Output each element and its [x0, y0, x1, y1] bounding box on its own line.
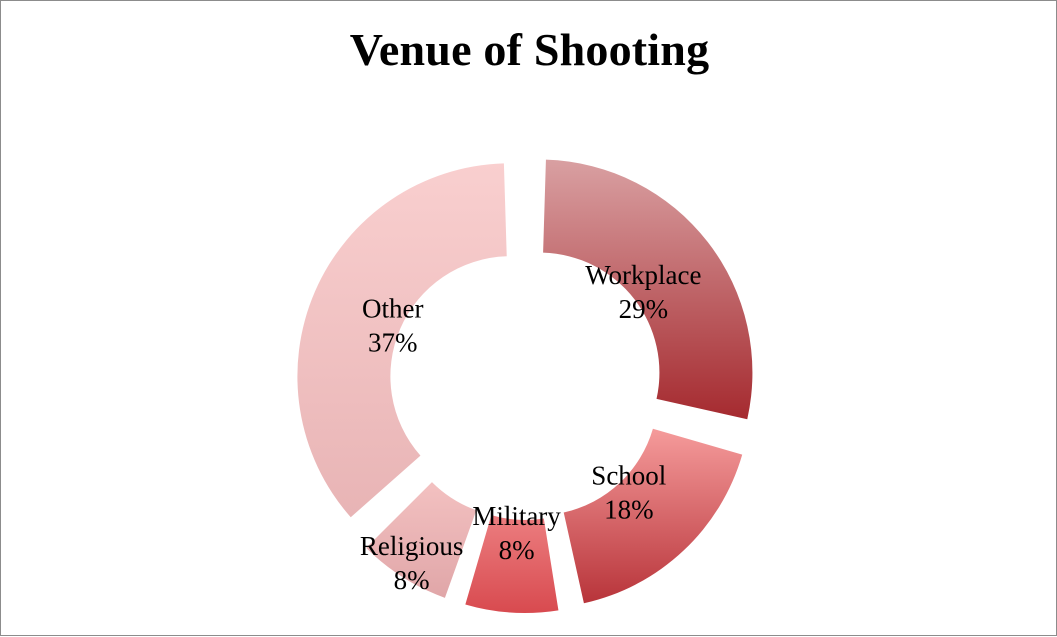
data-label-military: Military 8%	[472, 501, 561, 565]
data-label-other: Other 37%	[362, 293, 423, 357]
slice-military	[465, 515, 559, 613]
slice-workplace	[543, 159, 753, 420]
data-label-workplace: Workplace 29%	[585, 260, 701, 324]
slice-school	[563, 428, 743, 604]
slice-religious	[366, 482, 477, 598]
data-label-school: School 18%	[591, 460, 666, 524]
slice-other	[297, 163, 507, 518]
chart-title: Venue of Shooting	[349, 24, 710, 75]
data-label-religious: Religious 8%	[360, 531, 464, 595]
